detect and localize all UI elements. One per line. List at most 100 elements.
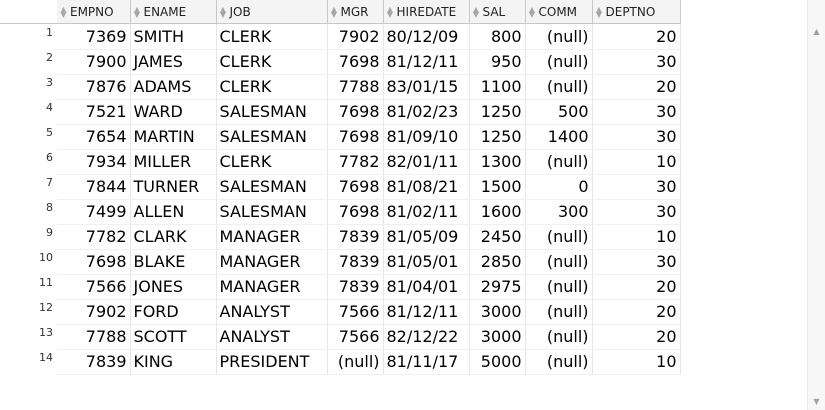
row-number[interactable]: 13 [39,326,53,339]
cell-mgr[interactable]: (null) [327,349,384,375]
cell-hiredate[interactable]: 81/05/09 [383,224,470,250]
cell-ename[interactable]: WARD [130,99,217,125]
sort-icon[interactable]: ▲ ▼ [133,5,141,19]
cell-comm[interactable]: (null) [525,49,593,75]
cell-ename[interactable]: ALLEN [130,199,217,225]
cell-mgr[interactable]: 7782 [327,149,384,175]
cell-deptno[interactable]: 20 [592,274,681,300]
cell-hiredate[interactable]: 82/01/11 [383,149,470,175]
cell-empno[interactable]: 7844 [57,174,131,200]
row-number[interactable]: 3 [46,76,53,89]
cell-job[interactable]: SALESMAN [216,99,328,125]
row-number[interactable]: 8 [46,201,53,214]
cell-ename[interactable]: ADAMS [130,74,217,100]
cell-empno[interactable]: 7934 [57,149,131,175]
table-row[interactable]: 1 7369 SMITH CLERK 7902 80/12/09 800 (null) 20 [0,23,681,50]
column-header-hiredate[interactable]: ▲ ▼ HIREDATE [383,0,470,24]
cell-comm[interactable]: (null) [525,249,593,275]
cell-hiredate[interactable]: 81/12/11 [383,49,470,75]
table-row[interactable]: 8 7499 ALLEN SALESMAN 7698 81/02/11 1600 300 30 [0,199,681,225]
cell-deptno[interactable]: 20 [592,299,681,325]
cell-job[interactable]: ANALYST [216,324,328,350]
cell-deptno[interactable]: 30 [592,49,681,75]
cell-empno[interactable]: 7839 [57,349,131,375]
column-header-empno[interactable]: ▲ ▼ EMPNO [57,0,131,24]
cell-comm[interactable]: (null) [525,224,593,250]
cell-comm[interactable]: 300 [525,199,593,225]
cell-ename[interactable]: KING [130,349,217,375]
table-row[interactable]: 13 7788 SCOTT ANALYST 7566 82/12/22 3000 (null)… [0,324,681,350]
cell-mgr[interactable]: 7698 [327,124,384,150]
row-number[interactable]: 14 [39,351,53,364]
cell-sal[interactable]: 1100 [469,74,526,100]
cell-deptno[interactable]: 30 [592,199,681,225]
cell-job[interactable]: ANALYST [216,299,328,325]
cell-ename[interactable]: MILLER [130,149,217,175]
column-header-comm[interactable]: ▲ ▼ COMM [525,0,593,24]
sort-icon[interactable]: ▲ ▼ [330,5,338,19]
column-header-job[interactable]: ▲ ▼ JOB [216,0,328,24]
cell-hiredate[interactable]: 83/01/15 [383,74,470,100]
cell-mgr[interactable]: 7839 [327,274,384,300]
cell-job[interactable]: MANAGER [216,249,328,275]
row-number[interactable]: 6 [46,151,53,164]
cell-sal[interactable]: 2450 [469,224,526,250]
cell-hiredate[interactable]: 82/12/22 [383,324,470,350]
row-number[interactable]: 2 [46,51,53,64]
row-number[interactable]: 11 [39,276,53,289]
cell-comm[interactable]: (null) [525,149,593,175]
cell-hiredate[interactable]: 81/12/11 [383,299,470,325]
cell-hiredate[interactable]: 81/11/17 [383,349,470,375]
table-row[interactable]: 9 7782 CLARK MANAGER 7839 81/05/09 2450 (null) 1… [0,224,681,250]
cell-comm[interactable]: 0 [525,174,593,200]
cell-mgr[interactable]: 7698 [327,49,384,75]
table-row[interactable]: 4 7521 WARD SALESMAN 7698 81/02/23 1250 500 30 [0,99,681,125]
cell-empno[interactable]: 7369 [57,23,131,50]
table-row[interactable]: 5 7654 MARTIN SALESMAN 7698 81/09/10 1250 1400 3… [0,124,681,150]
cell-comm[interactable]: (null) [525,74,593,100]
scroll-down-arrow-icon[interactable]: ▼ [813,397,820,406]
table-row[interactable]: 10 7698 BLAKE MANAGER 7839 81/05/01 2850 (null)… [0,249,681,275]
cell-hiredate[interactable]: 80/12/09 [383,23,470,50]
cell-sal[interactable]: 2850 [469,249,526,275]
row-number[interactable]: 12 [39,301,53,314]
scroll-up-arrow-icon[interactable]: ▲ [813,27,820,36]
cell-ename[interactable]: JONES [130,274,217,300]
cell-comm[interactable]: 500 [525,99,593,125]
cell-comm[interactable]: (null) [525,274,593,300]
cell-deptno[interactable]: 30 [592,99,681,125]
table-row[interactable]: 2 7900 JAMES CLERK 7698 81/12/11 950 (null) 30 [0,49,681,75]
cell-sal[interactable]: 2975 [469,274,526,300]
cell-mgr[interactable]: 7788 [327,74,384,100]
cell-deptno[interactable]: 30 [592,249,681,275]
cell-sal[interactable]: 950 [469,49,526,75]
cell-empno[interactable]: 7788 [57,324,131,350]
cell-sal[interactable]: 1250 [469,99,526,125]
cell-deptno[interactable]: 30 [592,124,681,150]
table-row[interactable]: 12 7902 FORD ANALYST 7566 81/12/11 3000 (null) 2… [0,299,681,325]
row-number[interactable]: 4 [46,101,53,114]
cell-mgr[interactable]: 7902 [327,23,384,50]
cell-ename[interactable]: TURNER [130,174,217,200]
cell-job[interactable]: PRESIDENT [216,349,328,375]
cell-mgr[interactable]: 7839 [327,224,384,250]
cell-deptno[interactable]: 10 [592,224,681,250]
row-number[interactable]: 5 [46,126,53,139]
cell-ename[interactable]: FORD [130,299,217,325]
cell-hiredate[interactable]: 81/05/01 [383,249,470,275]
cell-hiredate[interactable]: 81/02/11 [383,199,470,225]
cell-job[interactable]: CLERK [216,149,328,175]
cell-hiredate[interactable]: 81/02/23 [383,99,470,125]
sort-icon[interactable]: ▲ ▼ [472,5,480,19]
cell-sal[interactable]: 1500 [469,174,526,200]
cell-hiredate[interactable]: 81/04/01 [383,274,470,300]
row-number[interactable]: 1 [46,26,53,39]
cell-ename[interactable]: SCOTT [130,324,217,350]
cell-ename[interactable]: JAMES [130,49,217,75]
cell-mgr[interactable]: 7566 [327,299,384,325]
column-header-ename[interactable]: ▲ ▼ ENAME [130,0,217,24]
vertical-scrollbar[interactable]: ▲ ▼ [807,0,825,410]
column-header-mgr[interactable]: ▲ ▼ MGR [327,0,384,24]
cell-comm[interactable]: (null) [525,23,593,50]
cell-ename[interactable]: MARTIN [130,124,217,150]
